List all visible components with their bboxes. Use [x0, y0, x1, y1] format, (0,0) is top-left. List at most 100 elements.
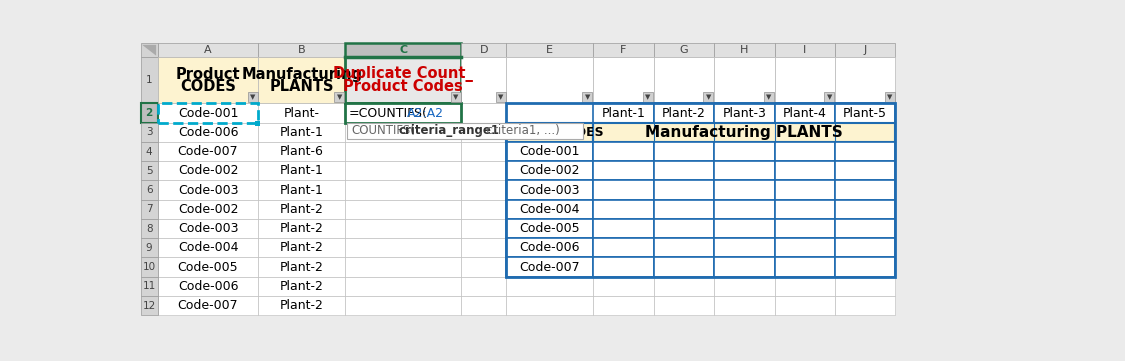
Bar — [345, 57, 461, 103]
Text: Plant-2: Plant-2 — [662, 106, 705, 119]
Bar — [141, 57, 158, 103]
Bar — [593, 43, 654, 57]
Bar — [835, 238, 896, 257]
Text: Plant-2: Plant-2 — [280, 280, 324, 293]
Text: 3: 3 — [146, 127, 153, 137]
Bar — [825, 92, 835, 102]
Bar — [506, 142, 593, 161]
Bar — [345, 142, 461, 161]
Bar — [593, 103, 654, 123]
Bar — [654, 43, 714, 57]
Bar — [835, 219, 896, 238]
Bar — [593, 103, 654, 123]
Bar — [593, 161, 654, 180]
Bar — [714, 161, 775, 180]
Bar — [158, 103, 259, 123]
Bar — [451, 92, 461, 102]
Bar — [654, 161, 714, 180]
Bar — [835, 43, 896, 57]
Bar — [506, 43, 593, 57]
Bar — [259, 296, 345, 315]
Bar — [345, 103, 461, 123]
Text: Code-002: Code-002 — [520, 164, 580, 177]
Bar — [461, 238, 506, 257]
Bar — [775, 296, 835, 315]
Bar — [835, 142, 896, 161]
Text: ▼: ▼ — [585, 94, 591, 100]
Bar — [506, 161, 593, 180]
Bar — [141, 277, 158, 296]
Text: COUNTIFS(: COUNTIFS( — [351, 124, 415, 137]
Text: Plant-2: Plant-2 — [280, 222, 324, 235]
Bar — [835, 57, 896, 103]
Bar — [775, 257, 835, 277]
Bar — [506, 277, 593, 296]
Bar — [593, 123, 654, 142]
Text: 11: 11 — [143, 281, 155, 291]
Text: Duplicate Count_: Duplicate Count_ — [333, 66, 474, 82]
Bar — [345, 161, 461, 180]
Bar — [259, 142, 345, 161]
Text: Plant-1: Plant-1 — [280, 126, 324, 139]
Bar — [461, 200, 506, 219]
Bar — [835, 161, 896, 180]
Bar — [461, 161, 506, 180]
Text: Code-005: Code-005 — [520, 222, 580, 235]
Text: 7: 7 — [146, 204, 153, 214]
Text: D: D — [479, 45, 488, 55]
Bar — [775, 123, 835, 142]
Bar — [583, 92, 593, 102]
Text: Plant-2: Plant-2 — [280, 299, 324, 312]
Bar — [703, 92, 713, 102]
Bar — [654, 238, 714, 257]
Bar — [506, 200, 593, 219]
Bar — [714, 238, 775, 257]
Text: J: J — [864, 45, 867, 55]
Bar — [654, 238, 714, 257]
Bar — [775, 238, 835, 257]
Bar — [345, 219, 461, 238]
Bar — [642, 92, 652, 102]
Bar — [158, 103, 259, 123]
Bar — [775, 200, 835, 219]
Bar — [345, 103, 461, 123]
Bar — [835, 257, 896, 277]
Text: ▼: ▼ — [766, 94, 772, 100]
Text: Plant-2: Plant-2 — [280, 261, 324, 274]
Bar — [775, 57, 835, 103]
Bar — [593, 257, 654, 277]
Text: 4: 4 — [146, 147, 153, 157]
Text: Code-003: Code-003 — [520, 183, 580, 196]
Text: Plant-: Plant- — [284, 106, 320, 119]
Bar — [259, 238, 345, 257]
Bar — [255, 121, 260, 126]
Text: 12: 12 — [143, 300, 155, 310]
Bar — [714, 238, 775, 257]
Bar — [158, 57, 259, 103]
Bar — [593, 57, 654, 103]
Bar — [775, 161, 835, 180]
Bar — [714, 180, 775, 200]
Bar — [835, 180, 896, 200]
Bar — [714, 219, 775, 238]
Bar — [506, 142, 593, 161]
Bar — [593, 238, 654, 257]
Text: 8: 8 — [146, 223, 153, 234]
Bar — [506, 57, 593, 103]
Bar — [461, 219, 506, 238]
Bar — [345, 296, 461, 315]
Bar — [259, 57, 345, 103]
Bar — [158, 200, 259, 219]
Text: Product Codes: Product Codes — [343, 79, 464, 94]
Bar — [775, 103, 835, 123]
Bar — [461, 142, 506, 161]
Bar — [775, 238, 835, 257]
Text: Code-004: Code-004 — [520, 203, 580, 216]
Bar — [593, 180, 654, 200]
Bar — [506, 123, 593, 142]
Bar — [141, 257, 158, 277]
Text: Code-007: Code-007 — [178, 299, 238, 312]
Bar — [775, 180, 835, 200]
Bar — [835, 200, 896, 219]
Bar — [506, 103, 593, 123]
